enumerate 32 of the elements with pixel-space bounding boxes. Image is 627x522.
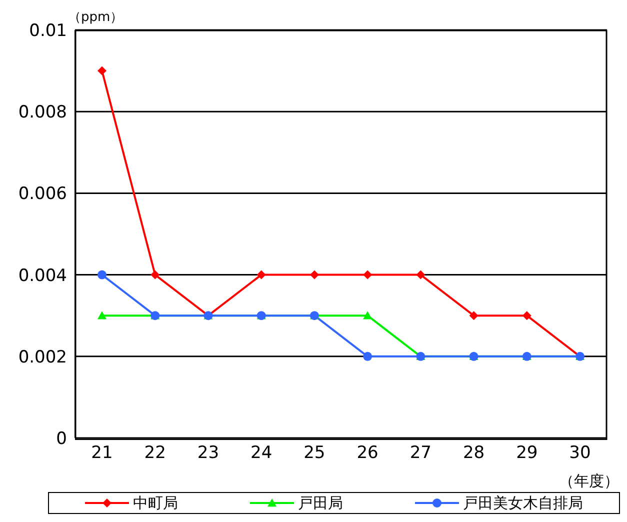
- point: [150, 270, 160, 280]
- point: [416, 270, 426, 280]
- x-tick-label: 22: [144, 443, 166, 464]
- x-axis-title: （年度）: [559, 472, 619, 491]
- point: [98, 311, 106, 320]
- y-tick-label: 0.008: [18, 102, 67, 123]
- x-tick-label: 29: [516, 443, 538, 464]
- legend-label: 戸田美女木自排局: [463, 494, 583, 512]
- point: [310, 270, 319, 280]
- point: [469, 311, 478, 320]
- x-tick-label: 24: [250, 443, 272, 464]
- x-tick-label: 26: [356, 443, 378, 464]
- x-tick-label: 25: [304, 443, 326, 464]
- x-tick-label: 21: [91, 443, 113, 464]
- point: [98, 270, 106, 280]
- x-tick-label: 28: [462, 443, 485, 464]
- y-tick-label: 0.01: [29, 21, 67, 42]
- point: [363, 352, 372, 361]
- y-tick-label: 0.004: [18, 266, 67, 286]
- legend-label: 戸田局: [298, 494, 343, 512]
- point: [98, 66, 106, 76]
- point: [522, 311, 532, 320]
- legend-label: 中町局: [133, 494, 178, 512]
- y-tick-label: 0.002: [18, 347, 67, 368]
- y-tick-label: 0.006: [18, 184, 67, 204]
- x-tick-label: 23: [197, 443, 220, 464]
- y-tick-label: 0: [56, 429, 67, 450]
- point: [256, 270, 266, 280]
- x-tick-label: 27: [410, 443, 432, 464]
- point: [363, 270, 372, 280]
- x-tick-label: 30: [569, 443, 591, 464]
- y-axis-title: （ppm）: [68, 9, 124, 26]
